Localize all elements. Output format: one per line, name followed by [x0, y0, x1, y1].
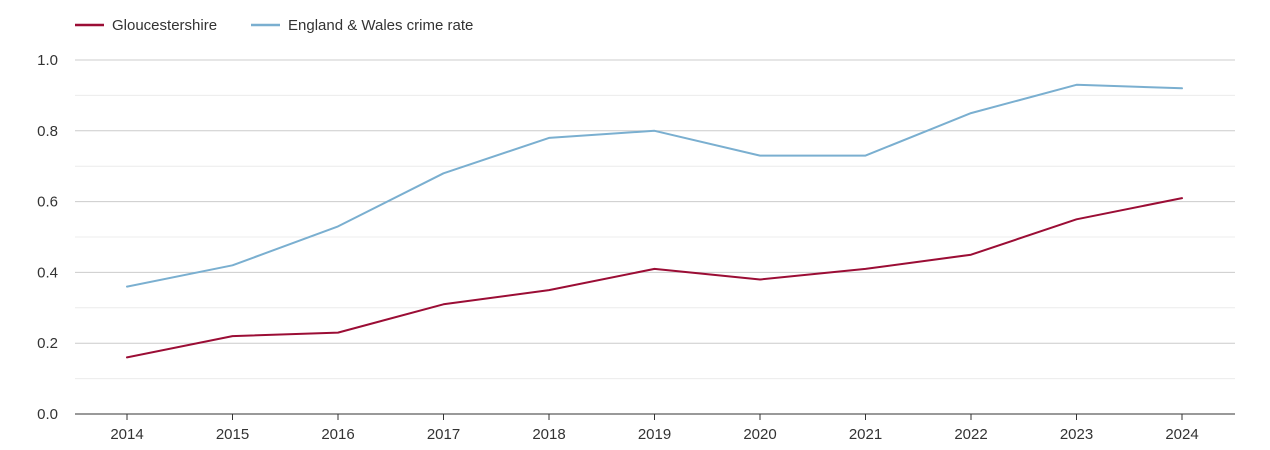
grid-lines — [75, 59, 1235, 380]
y-tick-label: 0.0 — [37, 406, 58, 423]
legend-item-gloucestershire[interactable]: Gloucestershire — [75, 17, 217, 34]
series-line-gloucestershire — [126, 197, 1183, 359]
y-tick-label: 0.4 — [37, 264, 58, 281]
legend-label-england-wales: England & Wales crime rate — [288, 17, 473, 34]
series-lines — [126, 83, 1183, 359]
x-tick-label: 2017 — [427, 426, 460, 443]
x-tick-label: 2023 — [1060, 426, 1093, 443]
x-tick-label: 2024 — [1165, 426, 1198, 443]
x-tick-label: 2015 — [216, 426, 249, 443]
x-tick-label: 2022 — [954, 426, 987, 443]
y-tick-label: 0.2 — [37, 335, 58, 352]
x-tick-label: 2021 — [849, 426, 882, 443]
y-tick-label: 0.8 — [37, 123, 58, 140]
legend-label-gloucestershire: Gloucestershire — [112, 17, 217, 34]
x-tick-label: 2020 — [743, 426, 776, 443]
y-axis-ticks: 0.0 0.2 0.4 0.6 0.8 1.0 — [37, 52, 58, 423]
legend: Gloucestershire England & Wales crime ra… — [75, 17, 473, 34]
x-tick-label: 2014 — [110, 426, 143, 443]
x-tick-label: 2019 — [638, 426, 671, 443]
legend-item-england-wales[interactable]: England & Wales crime rate — [251, 17, 473, 34]
x-axis-ticks: 2014 2015 2016 2017 2018 2019 2020 2021 2022 2023… — [110, 414, 1199, 443]
y-tick-label: 0.6 — [37, 194, 58, 211]
x-tick-label: 2016 — [321, 426, 354, 443]
series-line-england-and-wales-crime-rate — [126, 83, 1183, 288]
y-tick-label: 1.0 — [37, 52, 58, 69]
x-tick-label: 2018 — [532, 426, 565, 443]
